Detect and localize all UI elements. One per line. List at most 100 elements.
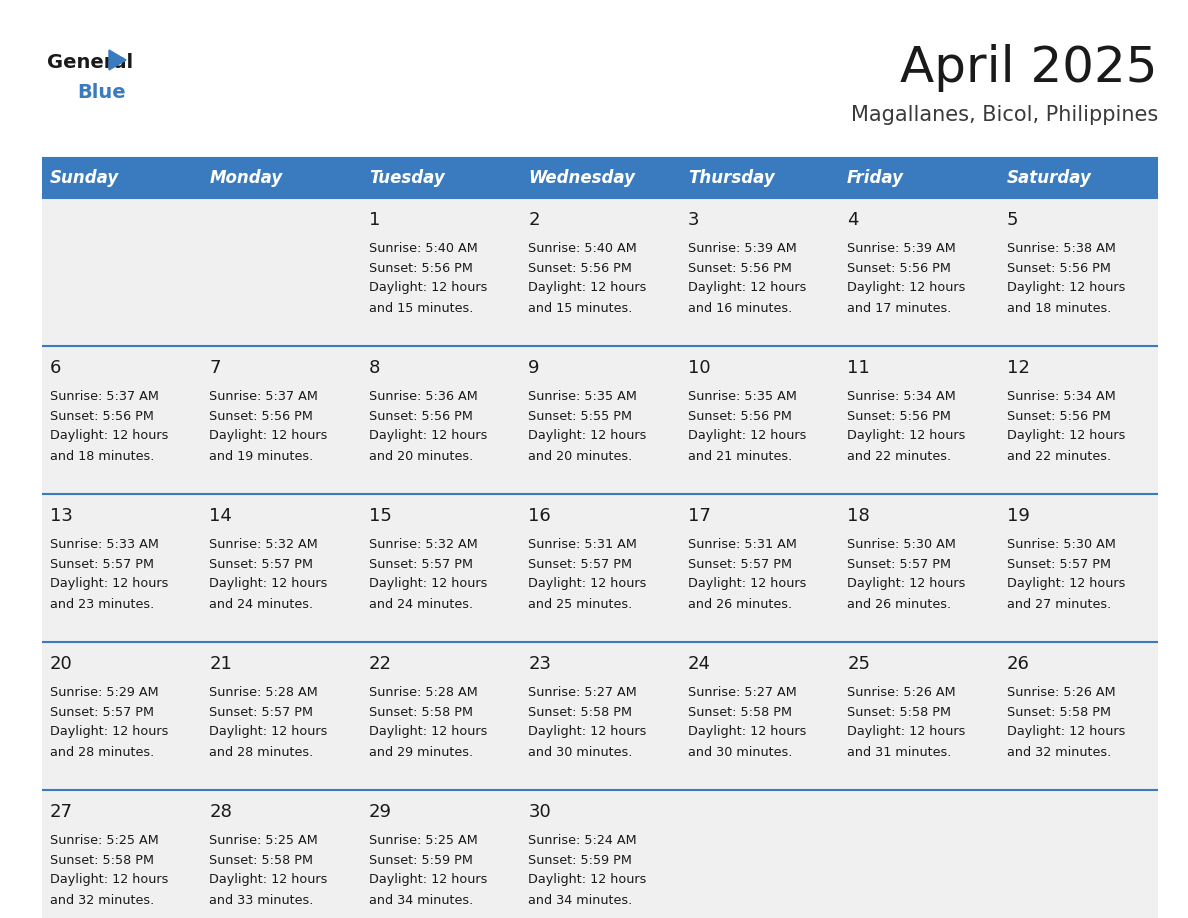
Text: and 17 minutes.: and 17 minutes.: [847, 301, 952, 315]
Text: Daylight: 12 hours: Daylight: 12 hours: [50, 874, 169, 887]
Text: 8: 8: [368, 359, 380, 377]
Text: and 24 minutes.: and 24 minutes.: [368, 598, 473, 610]
Text: and 26 minutes.: and 26 minutes.: [688, 598, 792, 610]
Text: Sunrise: 5:25 AM: Sunrise: 5:25 AM: [368, 834, 478, 846]
Text: Sunrise: 5:40 AM: Sunrise: 5:40 AM: [368, 241, 478, 254]
Text: and 20 minutes.: and 20 minutes.: [368, 450, 473, 463]
Text: and 25 minutes.: and 25 minutes.: [529, 598, 632, 610]
Text: Sunrise: 5:25 AM: Sunrise: 5:25 AM: [50, 834, 159, 846]
Text: and 32 minutes.: and 32 minutes.: [1006, 745, 1111, 758]
Text: Daylight: 12 hours: Daylight: 12 hours: [1006, 430, 1125, 442]
Text: Sunset: 5:56 PM: Sunset: 5:56 PM: [688, 262, 791, 274]
Text: Sunrise: 5:38 AM: Sunrise: 5:38 AM: [1006, 241, 1116, 254]
Text: Sunset: 5:58 PM: Sunset: 5:58 PM: [688, 706, 791, 719]
Text: and 22 minutes.: and 22 minutes.: [1006, 450, 1111, 463]
Text: and 28 minutes.: and 28 minutes.: [50, 745, 154, 758]
Text: 15: 15: [368, 507, 392, 525]
Text: and 23 minutes.: and 23 minutes.: [50, 598, 154, 610]
Text: and 28 minutes.: and 28 minutes.: [209, 745, 314, 758]
Text: Sunset: 5:58 PM: Sunset: 5:58 PM: [1006, 706, 1111, 719]
Text: Daylight: 12 hours: Daylight: 12 hours: [529, 874, 646, 887]
Text: Sunrise: 5:26 AM: Sunrise: 5:26 AM: [1006, 686, 1116, 699]
Text: and 18 minutes.: and 18 minutes.: [1006, 301, 1111, 315]
Text: 11: 11: [847, 359, 870, 377]
Text: Sunset: 5:57 PM: Sunset: 5:57 PM: [50, 557, 154, 570]
Text: 27: 27: [50, 803, 72, 821]
Text: 21: 21: [209, 655, 233, 673]
Text: Daylight: 12 hours: Daylight: 12 hours: [1006, 725, 1125, 738]
Text: Sunset: 5:56 PM: Sunset: 5:56 PM: [368, 409, 473, 422]
Text: 5: 5: [1006, 211, 1018, 229]
Text: and 19 minutes.: and 19 minutes.: [209, 450, 314, 463]
Text: Sunrise: 5:39 AM: Sunrise: 5:39 AM: [847, 241, 956, 254]
Text: Daylight: 12 hours: Daylight: 12 hours: [209, 577, 328, 590]
Text: Sunset: 5:57 PM: Sunset: 5:57 PM: [847, 557, 952, 570]
Text: Daylight: 12 hours: Daylight: 12 hours: [688, 725, 807, 738]
Text: Daylight: 12 hours: Daylight: 12 hours: [529, 282, 646, 295]
Text: Sunset: 5:57 PM: Sunset: 5:57 PM: [209, 706, 314, 719]
Text: and 16 minutes.: and 16 minutes.: [688, 301, 792, 315]
Text: Daylight: 12 hours: Daylight: 12 hours: [50, 725, 169, 738]
Text: 29: 29: [368, 803, 392, 821]
Text: Sunrise: 5:37 AM: Sunrise: 5:37 AM: [209, 389, 318, 402]
Text: and 29 minutes.: and 29 minutes.: [368, 745, 473, 758]
Text: Daylight: 12 hours: Daylight: 12 hours: [1006, 282, 1125, 295]
Text: Sunrise: 5:35 AM: Sunrise: 5:35 AM: [529, 389, 637, 402]
Text: Sunset: 5:58 PM: Sunset: 5:58 PM: [368, 706, 473, 719]
Text: Sunset: 5:57 PM: Sunset: 5:57 PM: [368, 557, 473, 570]
Text: 9: 9: [529, 359, 539, 377]
Bar: [42, 790, 1158, 918]
Text: and 33 minutes.: and 33 minutes.: [209, 893, 314, 906]
Text: and 22 minutes.: and 22 minutes.: [847, 450, 952, 463]
Polygon shape: [109, 50, 126, 70]
Text: and 18 minutes.: and 18 minutes.: [50, 450, 154, 463]
Text: Sunset: 5:56 PM: Sunset: 5:56 PM: [529, 262, 632, 274]
Text: 25: 25: [847, 655, 870, 673]
Text: 24: 24: [688, 655, 710, 673]
Text: 23: 23: [529, 655, 551, 673]
Text: and 15 minutes.: and 15 minutes.: [529, 301, 633, 315]
Text: Sunset: 5:56 PM: Sunset: 5:56 PM: [1006, 262, 1111, 274]
Text: 19: 19: [1006, 507, 1030, 525]
Text: and 30 minutes.: and 30 minutes.: [529, 745, 633, 758]
Text: Sunrise: 5:25 AM: Sunrise: 5:25 AM: [209, 834, 318, 846]
Text: Sunrise: 5:31 AM: Sunrise: 5:31 AM: [529, 538, 637, 551]
Text: Monday: Monday: [209, 169, 283, 187]
Text: Daylight: 12 hours: Daylight: 12 hours: [847, 282, 966, 295]
Text: and 34 minutes.: and 34 minutes.: [529, 893, 632, 906]
Bar: [42, 346, 1158, 494]
Text: Daylight: 12 hours: Daylight: 12 hours: [368, 874, 487, 887]
Text: Daylight: 12 hours: Daylight: 12 hours: [368, 725, 487, 738]
Text: Daylight: 12 hours: Daylight: 12 hours: [847, 430, 966, 442]
Text: Sunset: 5:56 PM: Sunset: 5:56 PM: [847, 409, 952, 422]
Text: and 26 minutes.: and 26 minutes.: [847, 598, 952, 610]
Text: Sunset: 5:56 PM: Sunset: 5:56 PM: [209, 409, 314, 422]
Text: Daylight: 12 hours: Daylight: 12 hours: [368, 577, 487, 590]
Text: 14: 14: [209, 507, 233, 525]
Text: Daylight: 12 hours: Daylight: 12 hours: [1006, 577, 1125, 590]
Text: Sunset: 5:57 PM: Sunset: 5:57 PM: [209, 557, 314, 570]
Text: Daylight: 12 hours: Daylight: 12 hours: [529, 725, 646, 738]
Text: Sunrise: 5:39 AM: Sunrise: 5:39 AM: [688, 241, 796, 254]
Text: Daylight: 12 hours: Daylight: 12 hours: [847, 577, 966, 590]
Text: Sunset: 5:59 PM: Sunset: 5:59 PM: [529, 854, 632, 867]
Text: Sunrise: 5:28 AM: Sunrise: 5:28 AM: [368, 686, 478, 699]
Text: Sunset: 5:58 PM: Sunset: 5:58 PM: [847, 706, 952, 719]
Text: and 21 minutes.: and 21 minutes.: [688, 450, 792, 463]
Text: Sunset: 5:56 PM: Sunset: 5:56 PM: [1006, 409, 1111, 422]
Text: 30: 30: [529, 803, 551, 821]
Text: Sunset: 5:58 PM: Sunset: 5:58 PM: [209, 854, 314, 867]
Text: Sunrise: 5:37 AM: Sunrise: 5:37 AM: [50, 389, 159, 402]
Text: Sunrise: 5:27 AM: Sunrise: 5:27 AM: [529, 686, 637, 699]
Text: Sunset: 5:56 PM: Sunset: 5:56 PM: [688, 409, 791, 422]
Text: Daylight: 12 hours: Daylight: 12 hours: [209, 725, 328, 738]
Text: 20: 20: [50, 655, 72, 673]
Text: Tuesday: Tuesday: [368, 169, 444, 187]
Text: Daylight: 12 hours: Daylight: 12 hours: [847, 725, 966, 738]
Text: and 30 minutes.: and 30 minutes.: [688, 745, 792, 758]
Text: Wednesday: Wednesday: [529, 169, 636, 187]
Text: 28: 28: [209, 803, 233, 821]
Text: Daylight: 12 hours: Daylight: 12 hours: [368, 282, 487, 295]
Text: Daylight: 12 hours: Daylight: 12 hours: [529, 577, 646, 590]
Text: Sunrise: 5:24 AM: Sunrise: 5:24 AM: [529, 834, 637, 846]
